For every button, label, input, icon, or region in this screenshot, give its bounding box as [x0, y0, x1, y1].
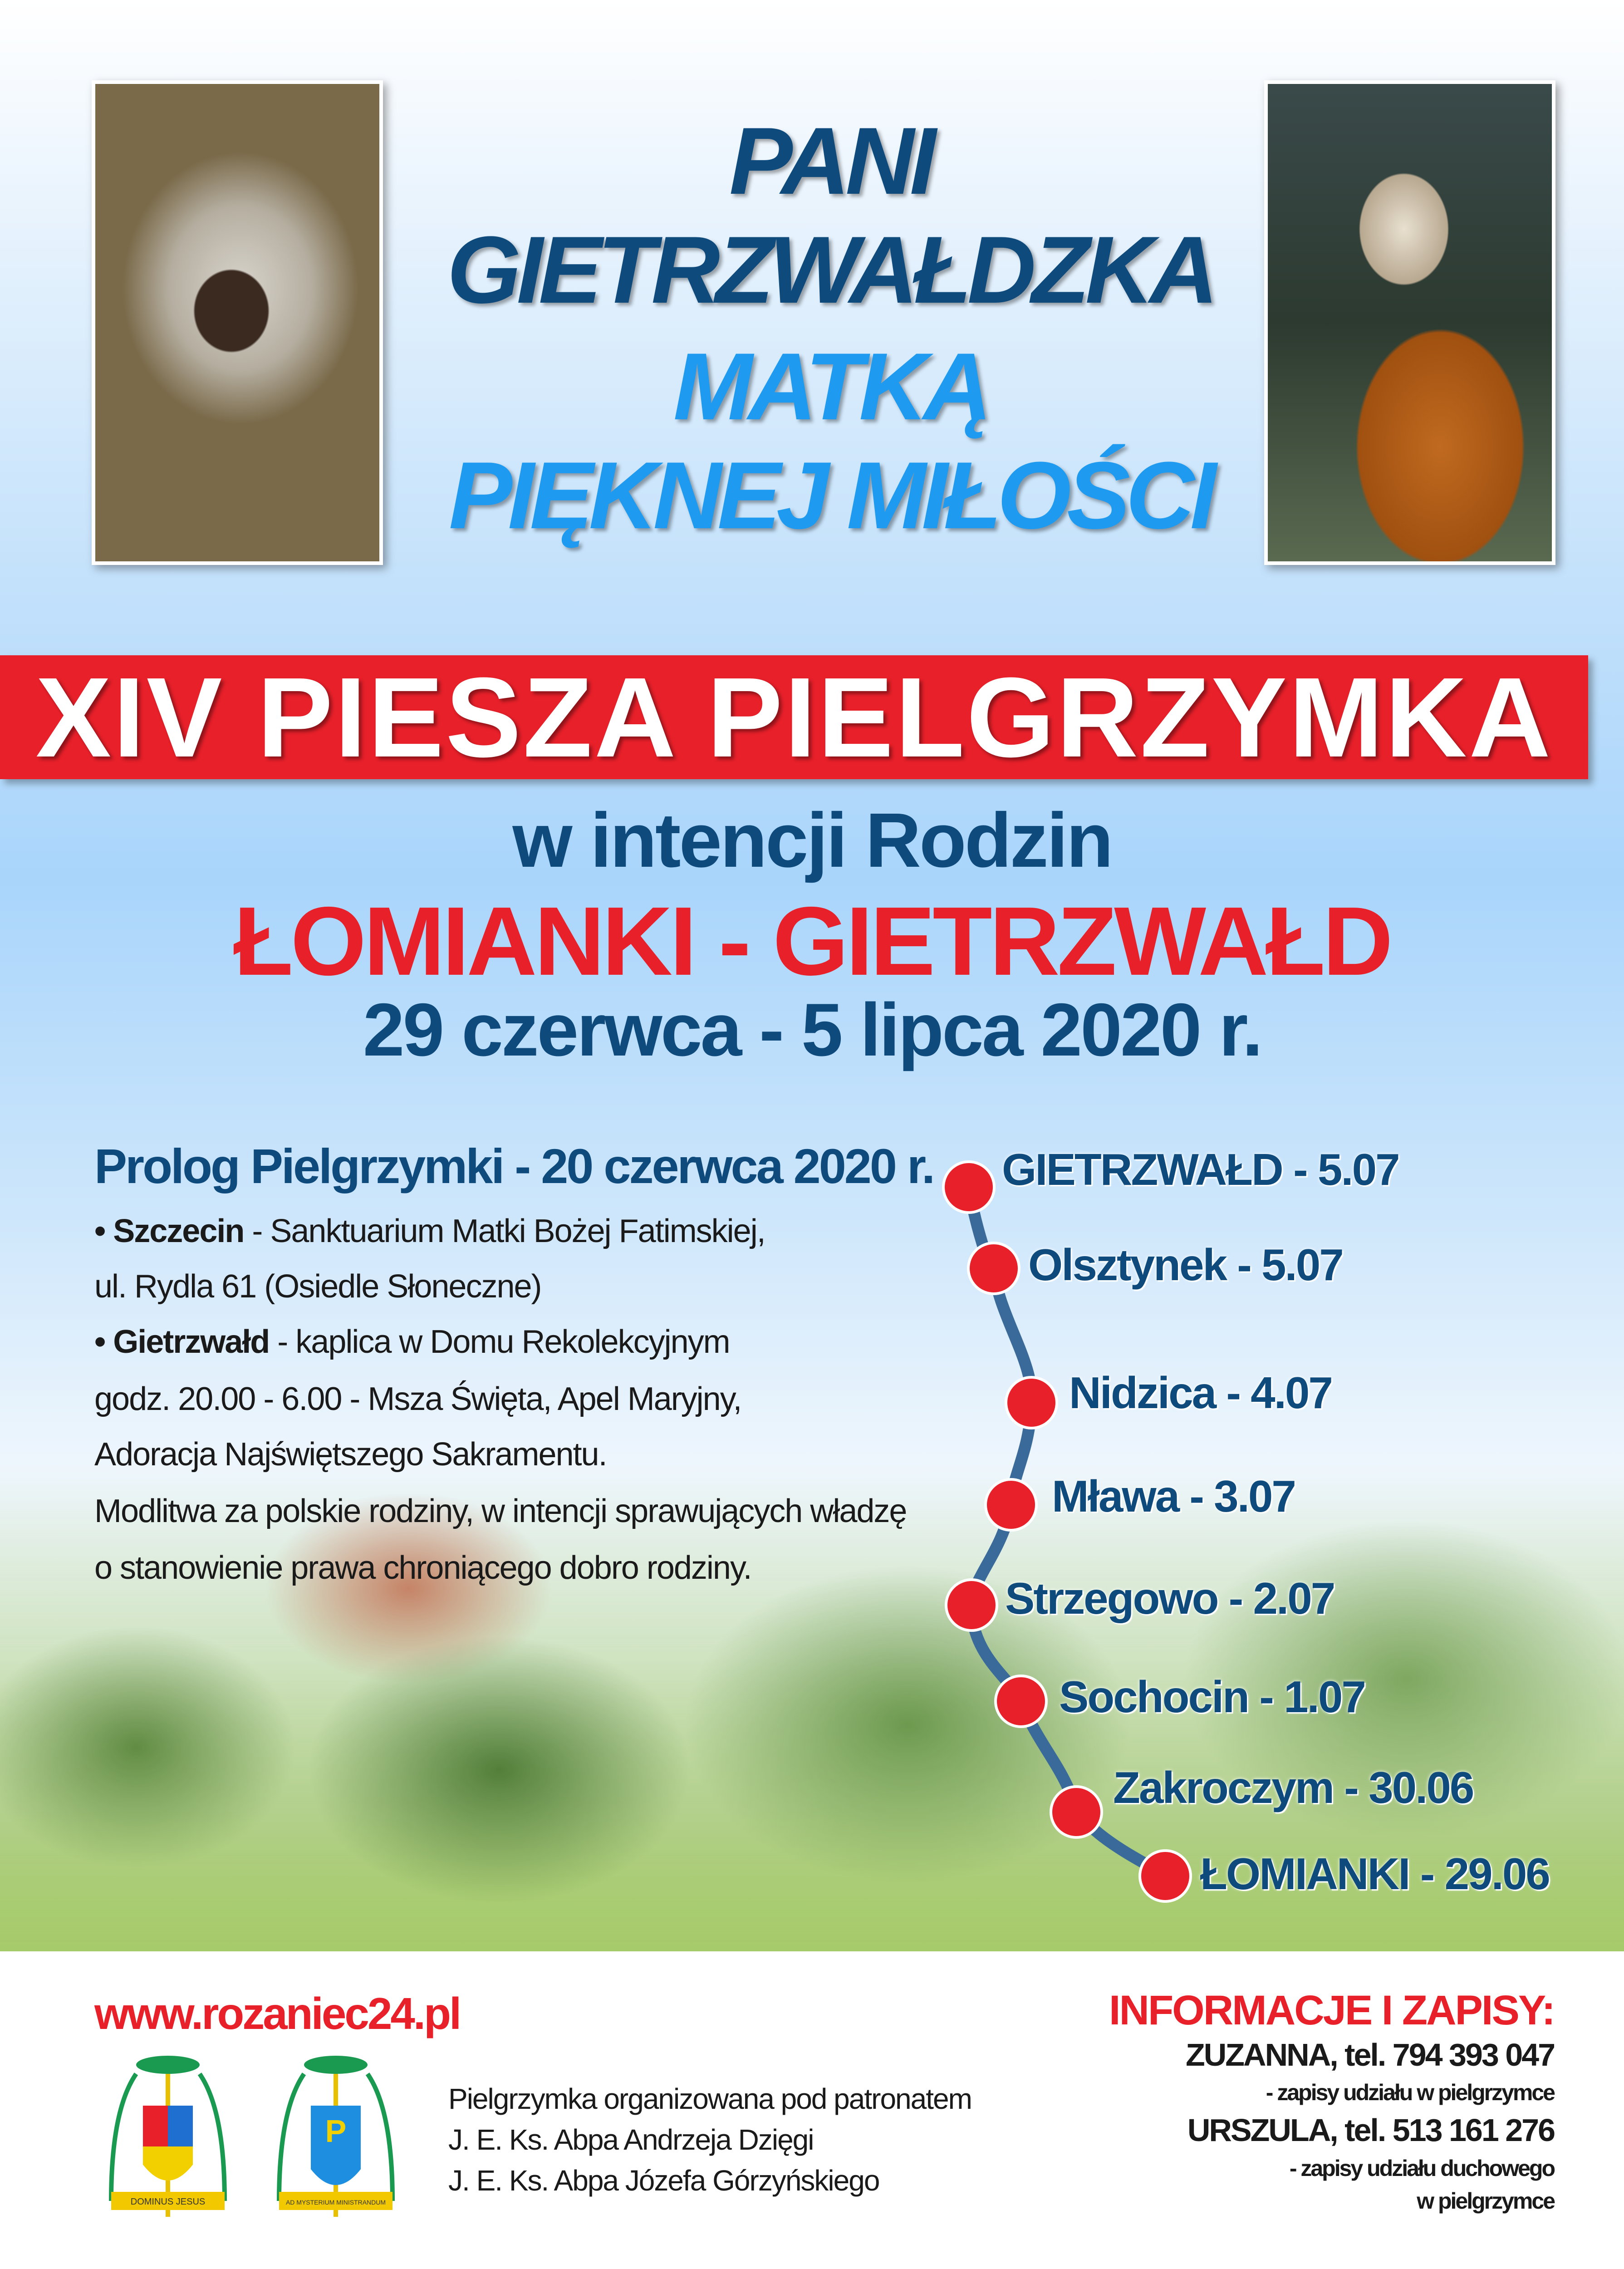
prolog-text: godz. 20.00 - 6.00 - Msza Święta, Apel M… [94, 1381, 742, 1417]
dates: 29 czerwca - 5 lipca 2020 r. [363, 988, 1263, 1071]
route-stop-dot [945, 1578, 998, 1632]
route-stop-label: Zakroczym - 30.06 [1113, 1763, 1474, 1812]
coat-of-arms-gorzynski: P AD MYSTERIUM MINISTRANDUM [277, 2056, 395, 2217]
saint-joseph-image [1264, 80, 1555, 565]
website-link[interactable]: www.rozaniec24.pl [94, 1989, 461, 2038]
subtitle: w intencji Rodzin [512, 797, 1113, 884]
prolog-text: - Sanktuarium Matki Bożej Fatimskiej, [244, 1213, 765, 1249]
contact-info: INFORMACJE I ZAPISY: ZUZANNA, tel. 794 3… [1109, 1987, 1555, 2217]
patronage-line: Pielgrzymka organizowana pod patronatem [448, 2082, 972, 2115]
route-stop-dot [942, 1160, 996, 1214]
patronage-line: J. E. Ks. Abpa Andrzeja Dzięgi [448, 2123, 814, 2156]
contact-zuzanna-note: - zapisy udziału w pielgrzymce [1266, 2080, 1555, 2105]
route-stop-dot [994, 1675, 1048, 1728]
title-line-1: PANI [729, 108, 936, 214]
info-heading: INFORMACJE I ZAPISY: [1109, 1987, 1555, 2033]
landscape-background [0, 1475, 1624, 1951]
route-stop-label: Nidzica - 4.07 [1069, 1368, 1333, 1418]
route-stop-label: Mława - 3.07 [1052, 1471, 1296, 1521]
prolog-line: ul. Rydla 61 (Osiedle Słoneczne) [94, 1266, 542, 1307]
contact-urszula: URSZULA, tel. 513 161 276 [1187, 2112, 1555, 2148]
route-stop-dot [1005, 1376, 1058, 1429]
route-stop-dot [967, 1242, 1021, 1295]
route-stop-label: Sochocin - 1.07 [1059, 1672, 1366, 1722]
prolog-text: Adoracja Najświętszego Sakramentu. [94, 1436, 608, 1473]
red-banner: XIV PIESZA PIELGRZYMKA [0, 655, 1588, 779]
prolog-text: o stanowienie prawa chroniącego dobro ro… [94, 1550, 752, 1586]
contact-urszula-note: w pielgrzymce [1417, 2188, 1555, 2214]
route-stop-dot [984, 1478, 1038, 1532]
coat-of-arms-dziega: DOMINUS JESUS [109, 2056, 227, 2217]
motto-1: DOMINUS JESUS [131, 2197, 205, 2207]
prolog-line: Adoracja Najświętszego Sakramentu. [94, 1434, 608, 1475]
banner-title: XIV PIESZA PIELGRZYMKA [35, 654, 1553, 781]
prolog-line: o stanowienie prawa chroniącego dobro ro… [94, 1547, 752, 1588]
title-line-3: MATKĄ [673, 333, 992, 440]
prolog-text: Modlitwa za polskie rodziny, w intencji … [94, 1493, 907, 1529]
prolog-text: ul. Rydla 61 (Osiedle Słoneczne) [94, 1268, 542, 1305]
contact-urszula-note: - zapisy udziału duchowego [1289, 2156, 1555, 2181]
route-stop-dot [1050, 1785, 1103, 1839]
coats-of-arms: DOMINUS JESUS P AD MYSTERIUM MINISTRANDU… [109, 2056, 395, 2217]
title-line-4: PIĘKNEJ MIŁOŚCI [449, 442, 1217, 549]
route-stop-label: ŁOMIANKI - 29.06 [1200, 1849, 1550, 1899]
prolog-line: • Szczecin - Sanktuarium Matki Bożej Fat… [94, 1211, 766, 1252]
contact-zuzanna: ZUZANNA, tel. 794 393 047 [1185, 2037, 1555, 2073]
route-heading: ŁOMIANKI - GIETRZWAŁD [233, 886, 1393, 996]
prolog-heading: Prolog Pielgrzymki - 20 czerwca 2020 r. [94, 1139, 935, 1193]
patronage-text: Pielgrzymka organizowana pod patronatem … [448, 2078, 972, 2201]
svg-text:P: P [325, 2113, 347, 2149]
motto-2: AD MYSTERIUM MINISTRANDUM [286, 2199, 386, 2206]
patronage-line: J. E. Ks. Abpa Józefa Górzyńskiego [448, 2164, 880, 2197]
prolog-line: godz. 20.00 - 6.00 - Msza Święta, Apel M… [94, 1379, 742, 1419]
route-stop-dot [1138, 1849, 1192, 1903]
prolog-line: • Gietrzwałd - kaplica w Domu Rekolekcyj… [94, 1321, 731, 1362]
madonna-icon-image [92, 80, 383, 565]
prolog-line: Modlitwa za polskie rodziny, w intencji … [94, 1491, 907, 1532]
route-map [942, 1160, 1192, 1903]
place-name: • Gietrzwałd [94, 1324, 270, 1360]
route-stop-label: GIETRZWAŁD - 5.07 [1002, 1144, 1400, 1194]
prolog-text: - kaplica w Domu Rekolekcyjnym [269, 1324, 730, 1360]
place-name: • Szczecin [94, 1213, 245, 1249]
title-line-2: GIETRZWAŁDZKA [447, 216, 1218, 323]
route-stop-label: Strzegowo - 2.07 [1005, 1573, 1335, 1623]
route-stop-label: Olsztynek - 5.07 [1028, 1240, 1344, 1290]
